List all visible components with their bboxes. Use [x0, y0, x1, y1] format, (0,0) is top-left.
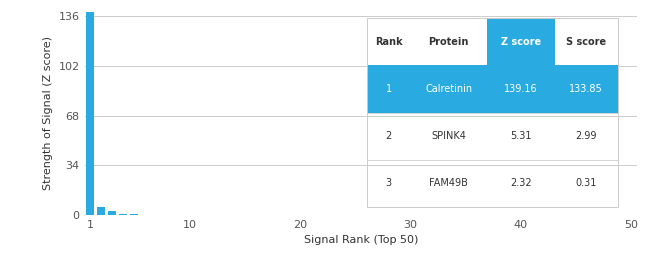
Text: 139.16: 139.16 [504, 84, 538, 94]
Bar [120, 214, 127, 215]
Bar [86, 12, 94, 215]
Bar [98, 207, 105, 215]
Text: 2: 2 [385, 131, 392, 141]
Text: 0.31: 0.31 [575, 178, 597, 188]
Text: SPINK4: SPINK4 [431, 131, 466, 141]
Text: 2.32: 2.32 [510, 178, 532, 188]
Bar [109, 211, 116, 215]
Text: 3: 3 [385, 178, 391, 188]
Text: 5.31: 5.31 [510, 131, 532, 141]
Text: Calretinin: Calretinin [425, 84, 472, 94]
Text: S score: S score [566, 37, 606, 47]
Bar [367, 66, 618, 113]
Text: 133.85: 133.85 [569, 84, 603, 94]
Y-axis label: Strength of Signal (Z score): Strength of Signal (Z score) [43, 36, 53, 190]
Text: 2.99: 2.99 [575, 131, 597, 141]
Text: Z score: Z score [501, 37, 541, 47]
Bar [488, 18, 555, 66]
Text: Rank: Rank [374, 37, 402, 47]
X-axis label: Signal Rank (Top 50): Signal Rank (Top 50) [304, 235, 418, 245]
Text: 1: 1 [385, 84, 391, 94]
Text: Protein: Protein [428, 37, 469, 47]
Text: FAM49B: FAM49B [429, 178, 468, 188]
